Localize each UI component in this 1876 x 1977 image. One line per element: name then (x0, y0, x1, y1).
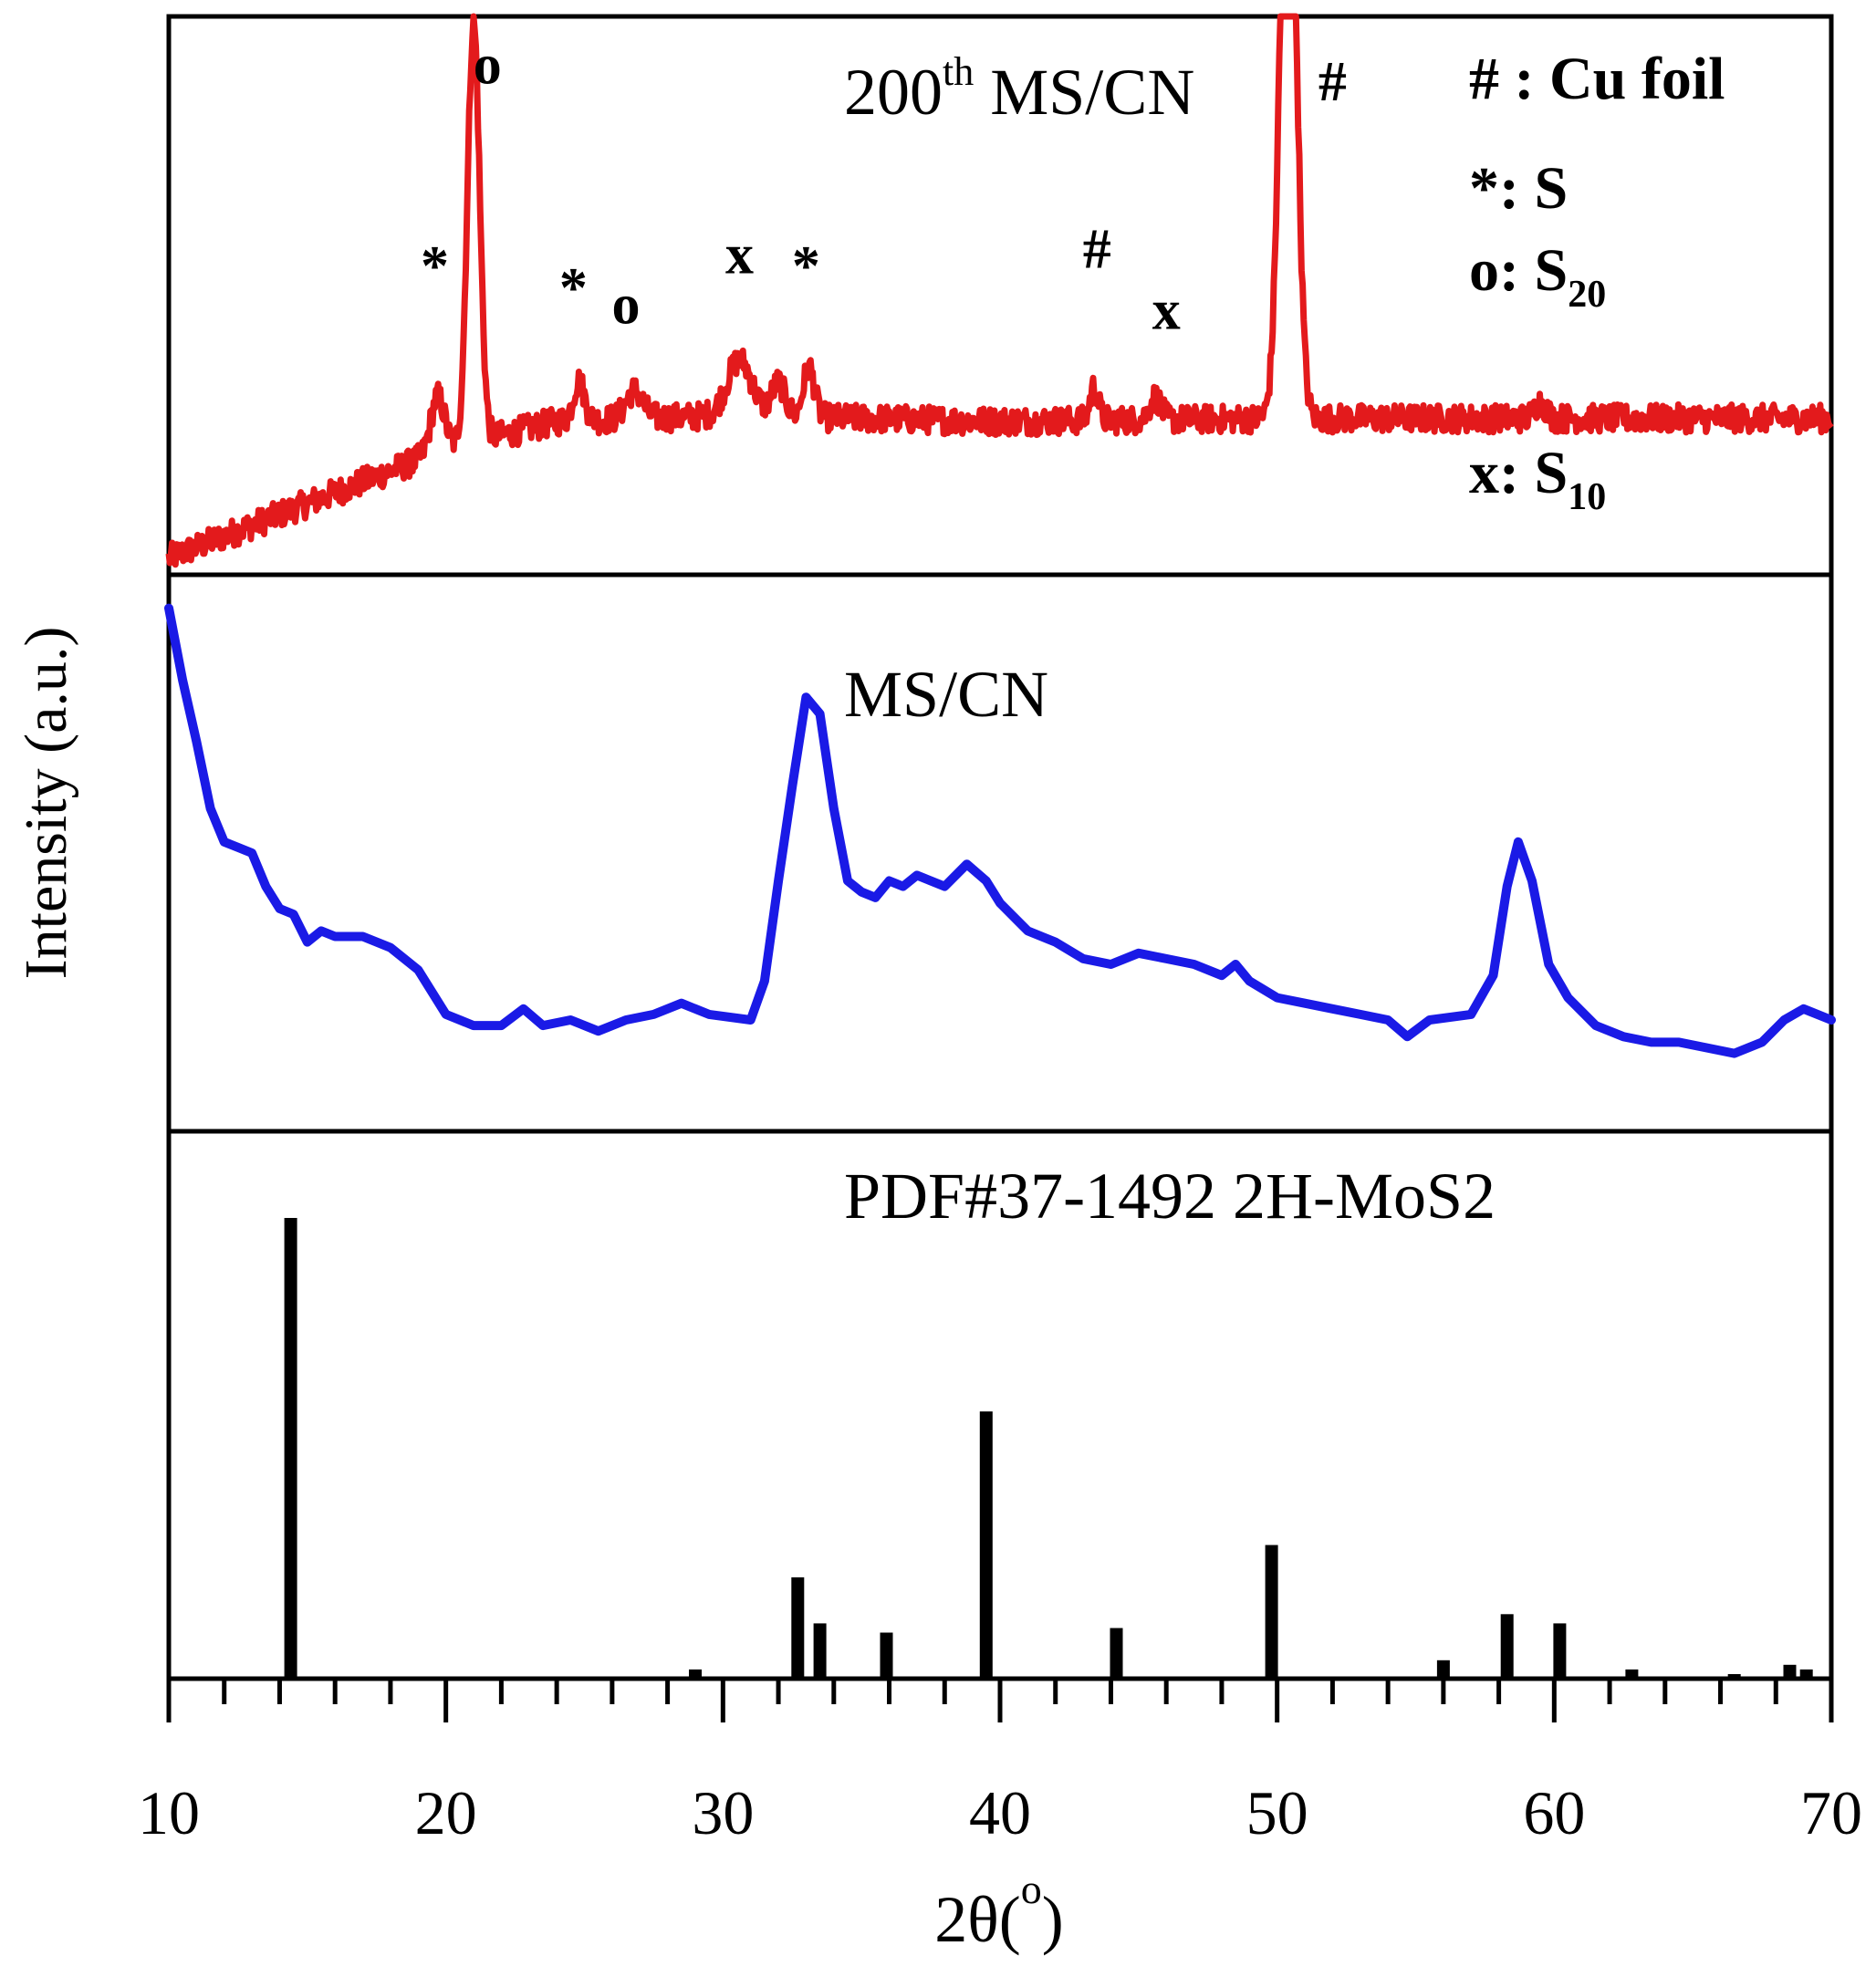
reference-stick (1500, 1614, 1514, 1679)
peak-annotation: x (1152, 280, 1181, 342)
reference-stick (1799, 1669, 1813, 1679)
reference-stick (813, 1623, 827, 1679)
x-label-main: 2θ( (934, 1883, 1020, 1956)
x-tick-label: 70 (1800, 1778, 1862, 1847)
reference-stick (1436, 1660, 1450, 1679)
top-panel-title: 200th MS/CN (844, 49, 1194, 129)
reference-stick (1265, 1545, 1278, 1679)
reference-stick (284, 1218, 297, 1679)
middle-series-group (164, 603, 1836, 1058)
x-axis-tick-labels: 10 20 30 40 50 60 70 (138, 1778, 1862, 1847)
top-series-line (165, 13, 1834, 568)
x-tick-label: 40 (969, 1778, 1031, 1847)
peak-annotation: o (474, 34, 502, 96)
peak-annotation: * (792, 235, 820, 297)
x-tick-label: 50 (1246, 1778, 1308, 1847)
x-axis-ticks (166, 1679, 1834, 1722)
reference-stick (979, 1411, 993, 1679)
reference-stick (791, 1576, 805, 1679)
peak-annotation: * (421, 235, 449, 297)
peak-annotation: # (1318, 51, 1347, 113)
legend-s: *: S (1469, 155, 1568, 222)
middle-panel-title: MS/CN (844, 658, 1048, 731)
x-label-close: ) (1042, 1883, 1064, 1956)
reference-stick (1727, 1674, 1741, 1679)
peak-annotation: # (1083, 218, 1111, 280)
top-annotations-group: * o * o x * # x # (421, 34, 1347, 341)
middle-series-line (164, 603, 1836, 1058)
peak-annotation: * (559, 257, 588, 319)
legend-s10: x: S10 (1469, 440, 1606, 518)
top-title-rest: MS/CN (974, 56, 1194, 129)
reference-stick (1625, 1669, 1639, 1679)
reference-stick (1553, 1623, 1567, 1679)
x-tick-label: 10 (138, 1778, 200, 1847)
x-axis-label: 2θ(o) (934, 1866, 1063, 1956)
top-legend: # : Cu foil *: S o: S20 x: S10 (1469, 46, 1725, 518)
reference-stick (689, 1669, 702, 1679)
x-tick-label: 20 (415, 1778, 477, 1847)
y-axis-label: Intensity (a.u.) (13, 627, 79, 980)
x-tick-label: 30 (692, 1778, 754, 1847)
bottom-sticks-group (284, 1218, 1813, 1679)
reference-stick (880, 1632, 893, 1679)
bottom-panel-title: PDF#37-1492 2H-MoS2 (844, 1160, 1496, 1233)
x-tick-label: 60 (1523, 1778, 1585, 1847)
reference-stick (1783, 1664, 1797, 1679)
reference-stick (1110, 1628, 1123, 1679)
legend-cu-foil: # : Cu foil (1469, 46, 1725, 112)
peak-annotation: o (612, 275, 641, 337)
top-series-group (165, 13, 1834, 568)
legend-s20: o: S20 (1469, 237, 1606, 316)
top-title-sup: th (943, 49, 974, 94)
top-title-main: 200 (844, 56, 943, 129)
peak-annotation: x (725, 224, 754, 286)
x-label-degree: o (1021, 1866, 1042, 1912)
